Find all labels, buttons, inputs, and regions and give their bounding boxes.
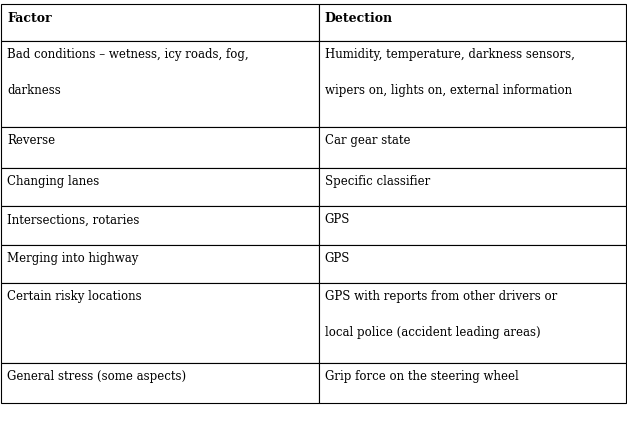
- Bar: [1, 206, 319, 245]
- Bar: [319, 127, 626, 168]
- Text: Certain risky locations: Certain risky locations: [7, 291, 142, 303]
- Text: Changing lanes: Changing lanes: [7, 175, 99, 188]
- Bar: [1, 283, 319, 363]
- Text: GPS with reports from other drivers or

local police (accident leading areas): GPS with reports from other drivers or l…: [325, 291, 557, 340]
- Text: General stress (some aspects): General stress (some aspects): [7, 370, 186, 382]
- Bar: [319, 4, 626, 41]
- Bar: [319, 168, 626, 206]
- Bar: [1, 168, 319, 206]
- Bar: [1, 363, 319, 403]
- Bar: [319, 245, 626, 283]
- Text: GPS: GPS: [325, 252, 350, 265]
- Text: Humidity, temperature, darkness sensors,

wipers on, lights on, external informa: Humidity, temperature, darkness sensors,…: [325, 48, 574, 96]
- Text: Specific classifier: Specific classifier: [325, 175, 429, 188]
- Text: Reverse: Reverse: [7, 135, 55, 147]
- Text: Bad conditions – wetness, icy roads, fog,

darkness: Bad conditions – wetness, icy roads, fog…: [7, 48, 249, 96]
- Bar: [1, 41, 319, 127]
- Bar: [319, 41, 626, 127]
- Text: Intersections, rotaries: Intersections, rotaries: [7, 213, 139, 226]
- Bar: [1, 4, 319, 41]
- Bar: [319, 283, 626, 363]
- Bar: [319, 206, 626, 245]
- Bar: [1, 127, 319, 168]
- Text: Car gear state: Car gear state: [325, 135, 410, 147]
- Text: GPS: GPS: [325, 213, 350, 226]
- Text: Detection: Detection: [325, 12, 393, 25]
- Bar: [319, 363, 626, 403]
- Bar: [1, 245, 319, 283]
- Text: Merging into highway: Merging into highway: [7, 252, 139, 265]
- Text: Grip force on the steering wheel: Grip force on the steering wheel: [325, 370, 519, 382]
- Text: Factor: Factor: [7, 12, 51, 25]
